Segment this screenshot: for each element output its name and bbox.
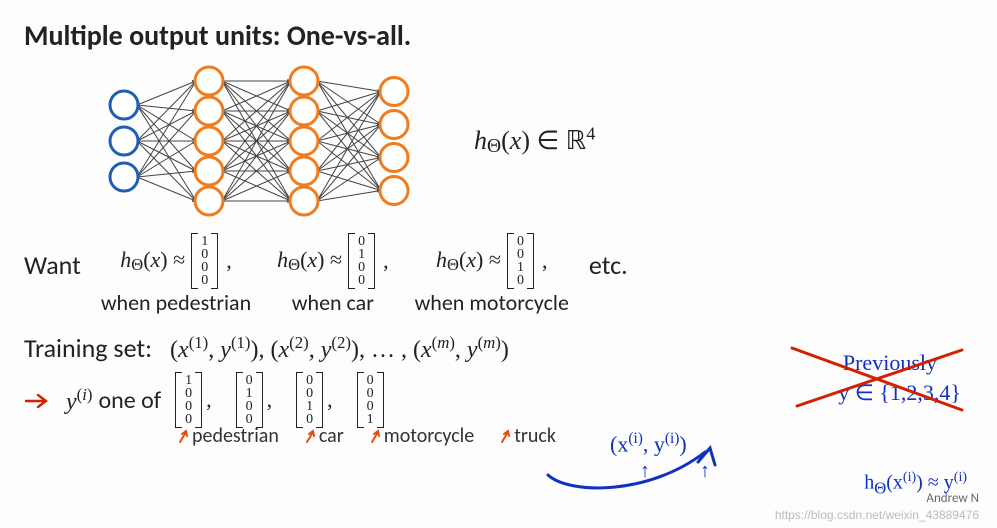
red-cross-icon [777,340,977,420]
watermark: https://blog.csdn.net/weixin_43889476 [775,508,979,522]
h-expr: hΘ(x) ≈ [277,247,342,275]
want-caption: when pedestrian [101,289,251,316]
vector: 0100 [236,374,263,426]
yi-label: y(i) one of [66,385,161,416]
yi-vector-group: 0001 [357,374,384,426]
caption-arrow-icon [176,428,190,444]
vector: 0001 [357,374,384,426]
nn-node [195,187,223,215]
nn-node [290,127,318,155]
vector: 0010 [296,374,323,426]
yi-caption: motorcycle [384,424,475,448]
nn-node [195,97,223,125]
yi-vector-group: 0100, [236,374,275,426]
nn-node [195,157,223,185]
blue-curve-arrow-icon [540,440,730,500]
author-credit: Andrew N [926,491,979,506]
vector: 1000 [191,235,218,287]
training-expr: (x(1), y(1)), (x(2), y(2)), … , (x(m), y… [170,337,509,363]
nn-node [110,163,138,191]
output-space-formula: hΘ(x) ∈ ℝ4 [474,124,595,159]
yi-vector-group: 0010, [296,374,335,426]
yi-vector-group: 1000, [175,374,214,426]
vector: 0100 [348,235,375,287]
nn-node [195,67,223,95]
network-row: hΘ(x) ∈ ℝ4 [94,61,973,221]
caption-arrow-icon [498,428,512,444]
vector: 0010 [507,235,534,287]
nn-node [110,127,138,155]
want-caption: when motorcycle [415,289,569,316]
red-arrow-icon [24,389,52,411]
want-group: hΘ(x) ≈0100,when car [277,235,388,316]
training-label: Training set: [24,332,152,364]
nn-node [380,78,408,106]
h-expr: hΘ(x) ≈ [120,247,185,275]
nn-node [380,111,408,139]
nn-node [110,91,138,119]
caption-arrow-icon [368,428,382,444]
nn-node [290,97,318,125]
want-caption: when car [292,289,374,316]
nn-node [290,157,318,185]
nn-node [380,144,408,172]
yi-oneof: one of [99,386,162,415]
slide-title: Multiple output units: One-vs-all. [24,18,973,53]
nn-node [195,127,223,155]
want-group: hΘ(x) ≈0010,when motorcycle [415,235,569,316]
nn-node [290,187,318,215]
want-label: Want [24,249,81,281]
nn-node [290,67,318,95]
neural-network-diagram [94,61,434,221]
vector: 1000 [175,374,202,426]
want-group: hΘ(x) ≈1000,when pedestrian [101,235,251,316]
h-expr: hΘ(x) ≈ [436,247,501,275]
caption-arrow-icon [303,428,317,444]
want-row: Want hΘ(x) ≈1000,when pedestrianhΘ(x) ≈0… [24,235,973,316]
nn-node [380,177,408,205]
want-etc: etc. [589,249,628,281]
